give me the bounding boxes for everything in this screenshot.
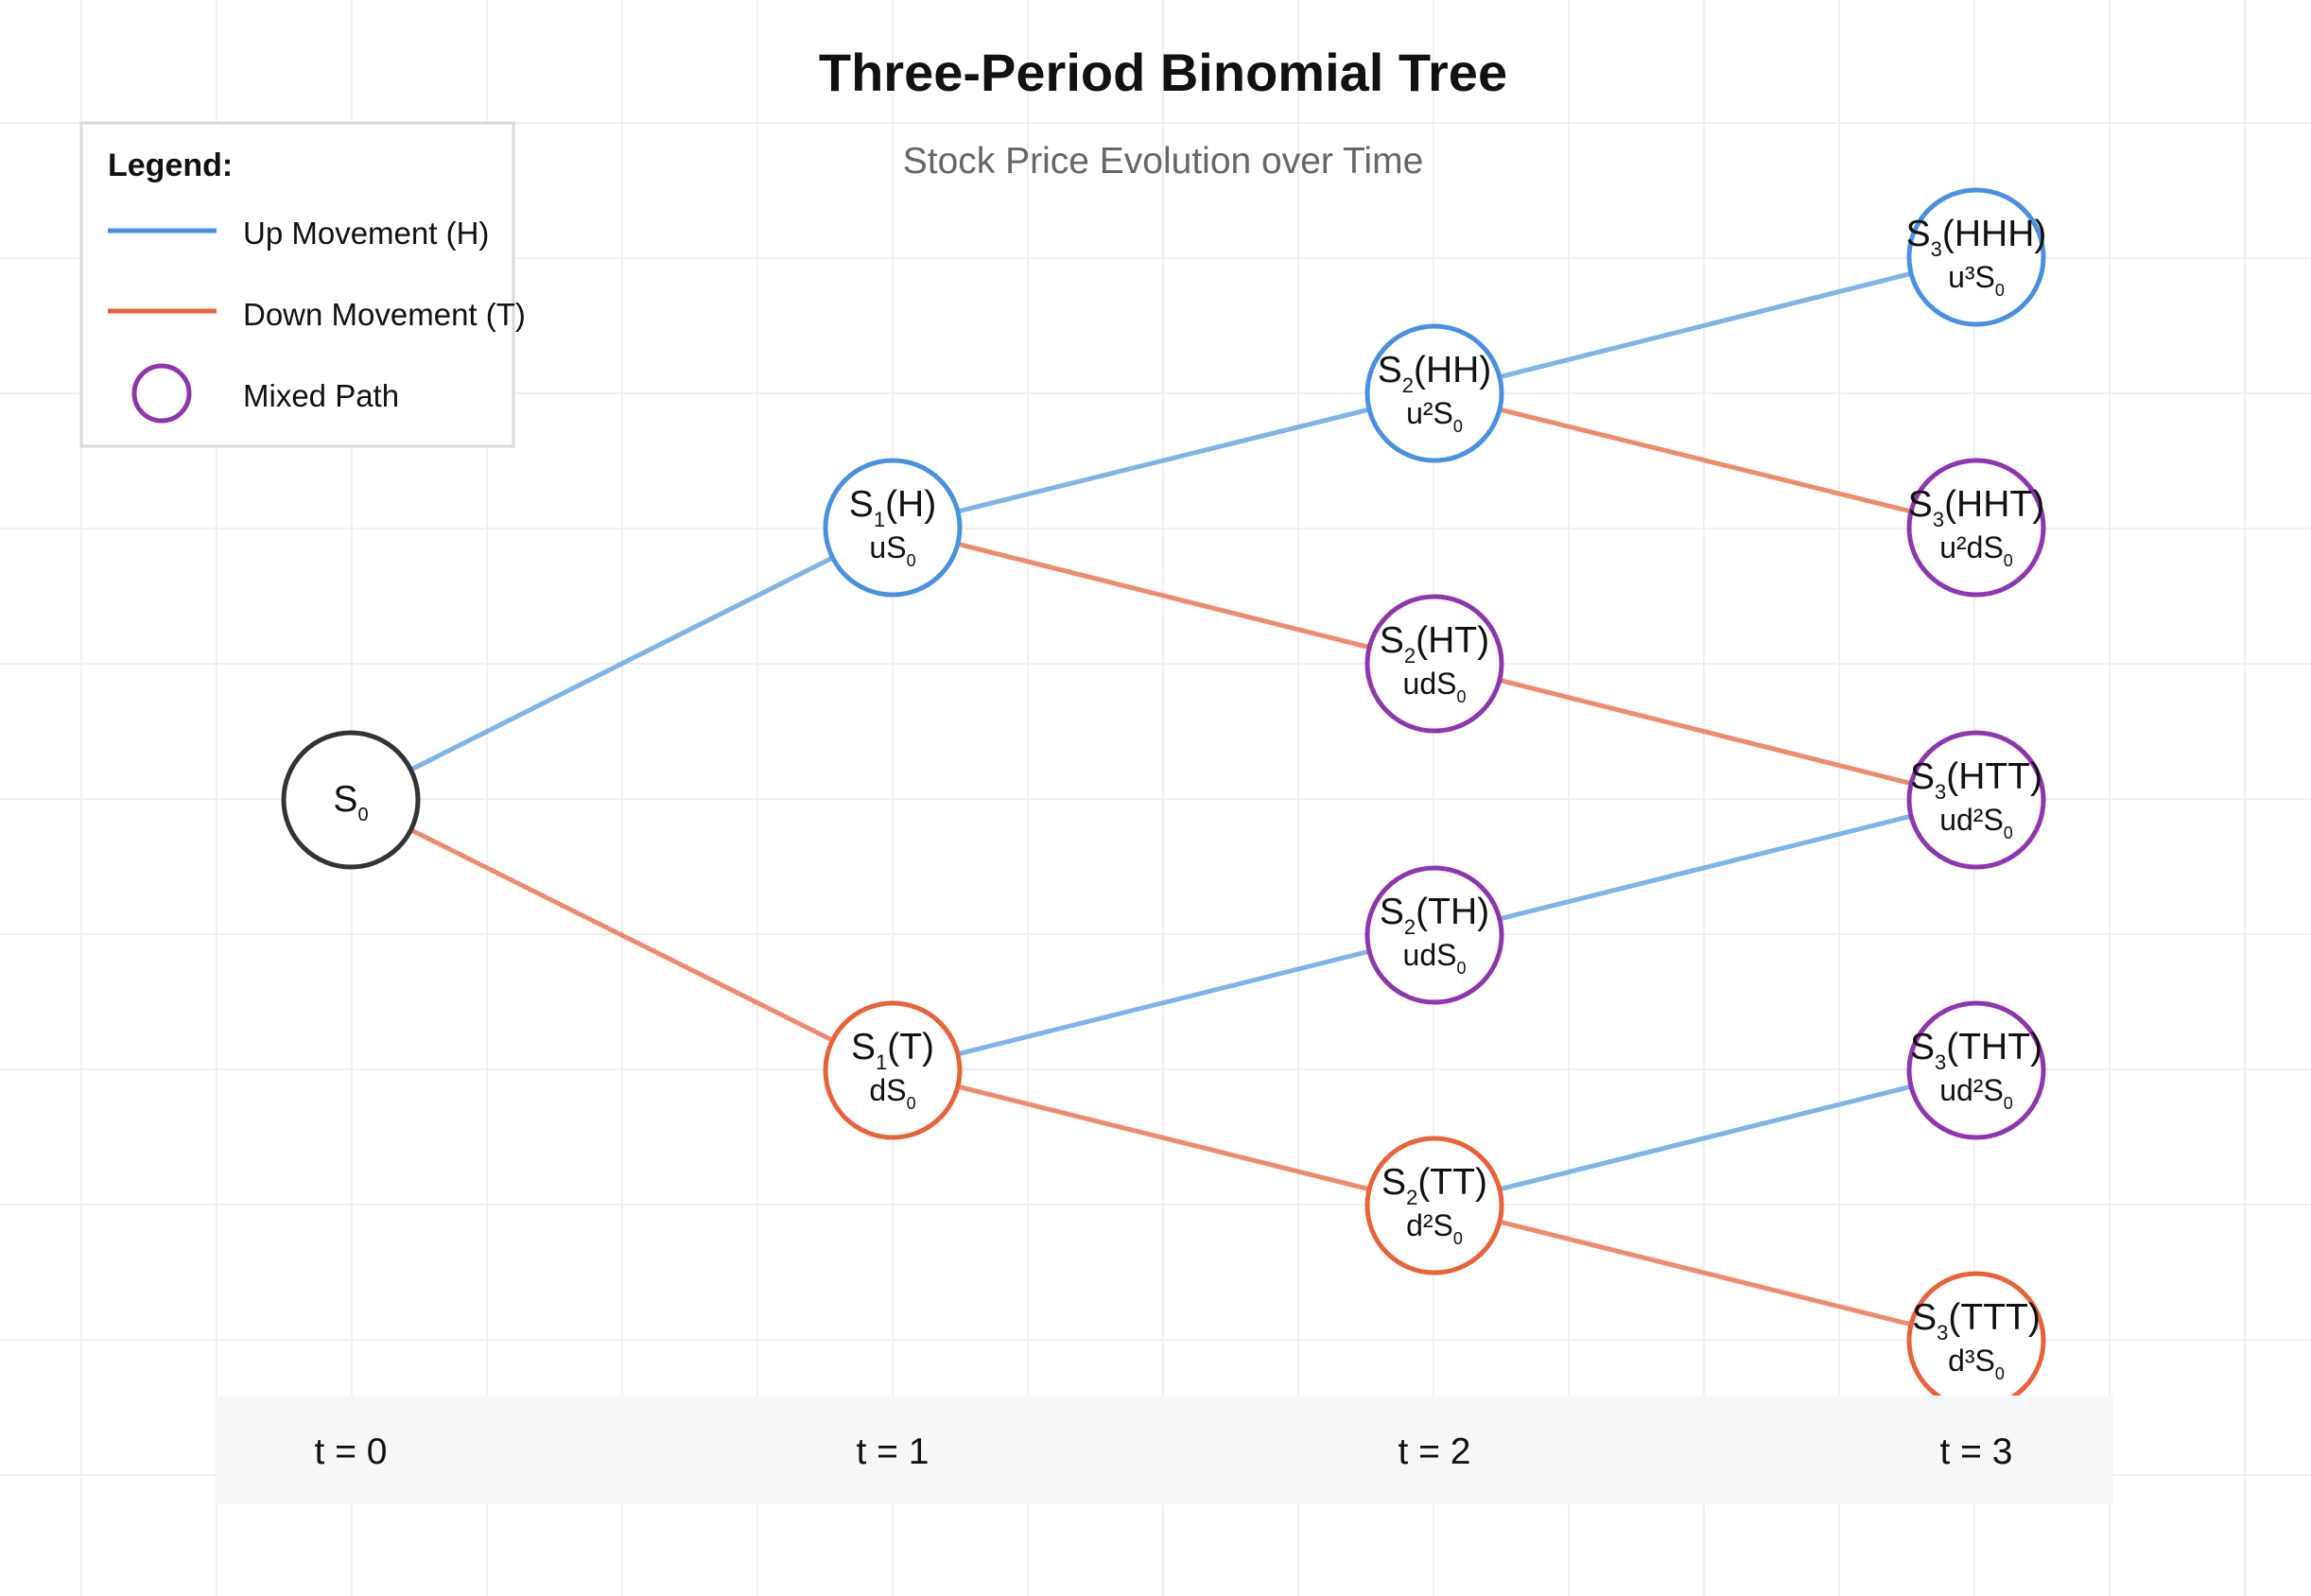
node-circle [1364, 323, 1504, 463]
node-S2TH: S2(TH)udS0 [1364, 865, 1504, 1005]
edge-up-S2HH-S3HHH [1499, 270, 1912, 380]
edge-up-S1H-S2HH [957, 407, 1370, 514]
edge-up-S1T-S2TH [957, 948, 1370, 1057]
node-label: S0 [333, 779, 368, 825]
node-circle [1906, 1000, 2046, 1140]
legend-heading: Legend: [108, 147, 233, 183]
node-label: S2(HT) [1380, 620, 1489, 668]
node-value: dS0 [869, 1073, 915, 1113]
node-S1H: S1(H)uS0 [823, 458, 963, 598]
legend-up-label: Up Movement (H) [243, 216, 489, 251]
edge-down-S2HH-S3HHT [1499, 407, 1912, 514]
node-label: S2(HH) [1378, 350, 1492, 397]
node-value: d³S0 [1948, 1344, 2005, 1383]
diagram-subtitle: Stock Price Evolution over Time [903, 141, 1424, 182]
node-label: S3(THT) [1910, 1027, 2042, 1074]
time-label-t1: t = 1 [857, 1431, 930, 1472]
node-S2HT: S2(HT)udS0 [1364, 594, 1504, 734]
node-value: u²S0 [1406, 396, 1463, 436]
node-S3HHH: S3(HHH)u³S0 [1906, 187, 2047, 327]
node-label: S3(HHH) [1906, 214, 2047, 261]
diagram-title: Three-Period Binomial Tree [819, 43, 1507, 102]
time-label-t2: t = 2 [1399, 1431, 1471, 1472]
node-circle [1364, 594, 1504, 734]
node-value: ud²S0 [1939, 803, 2013, 842]
edge-down-S1T-S2TT [957, 1084, 1370, 1192]
node-label: S1(H) [849, 484, 936, 531]
time-label-t0: t = 0 [315, 1431, 388, 1472]
node-circle [1906, 187, 2046, 327]
edge-up-S0-S1H [409, 555, 834, 772]
edge-down-S0-S1T [409, 827, 834, 1043]
legend-box: Legend: Up Movement (H) Down Movement (T… [79, 121, 526, 448]
node-label: S3(HTT) [1910, 756, 2042, 804]
node-circle [823, 458, 963, 598]
node-value: ud²S0 [1939, 1073, 2013, 1113]
node-circle [1906, 730, 2046, 870]
time-label-t3: t = 3 [1940, 1431, 2013, 1472]
node-circle [1906, 458, 2046, 598]
node-S3HHT: S3(HHT)u²dS0 [1906, 458, 2046, 598]
node-S2HH: S2(HH)u²S0 [1364, 323, 1504, 463]
node-circle [281, 730, 421, 870]
node-label: S1(T) [851, 1027, 934, 1074]
edge-down-S2TT-S3TTT [1499, 1219, 1912, 1327]
node-S2TT: S2(TT)d²S0 [1364, 1136, 1504, 1275]
node-circle [1364, 1136, 1504, 1275]
node-label: S3(HHT) [1908, 484, 2044, 531]
edge-down-S1H-S2HT [957, 541, 1370, 651]
node-circle [1364, 865, 1504, 1005]
node-value: udS0 [1403, 667, 1467, 706]
edge-down-S2HT-S3HTT [1499, 677, 1912, 787]
node-label: S2(TH) [1380, 892, 1489, 939]
node-value: udS0 [1403, 938, 1467, 978]
legend-mixed-circle-swatch [131, 363, 192, 424]
legend-down-label: Down Movement (T) [243, 297, 526, 332]
node-value: u³S0 [1948, 260, 2005, 300]
node-S3THT: S3(THT)ud²S0 [1906, 1000, 2046, 1140]
tree-nodes: S0S1(H)uS0S1(T)dS0S2(HH)u²S0S2(HT)udS0S2… [281, 187, 2047, 1411]
node-value: uS0 [869, 530, 915, 570]
node-circle [823, 1000, 963, 1140]
time-axis-bar [217, 1396, 2113, 1504]
node-value: d²S0 [1406, 1208, 1463, 1248]
node-S3TTT: S3(TTT)d³S0 [1906, 1271, 2046, 1411]
node-value: u²dS0 [1939, 530, 2013, 570]
node-S0: S0 [281, 730, 421, 870]
tree-edges [409, 270, 1912, 1327]
node-circle [1906, 1271, 2046, 1411]
legend-mixed-label: Mixed Path [243, 378, 399, 413]
edge-up-S2TH-S3HTT [1499, 813, 1912, 922]
node-label: S2(TT) [1381, 1162, 1487, 1209]
node-S1T: S1(T)dS0 [823, 1000, 963, 1140]
edge-up-S2TT-S3THT [1499, 1084, 1912, 1192]
node-S3HTT: S3(HTT)ud²S0 [1906, 730, 2046, 870]
node-label: S3(TTT) [1912, 1297, 2041, 1344]
